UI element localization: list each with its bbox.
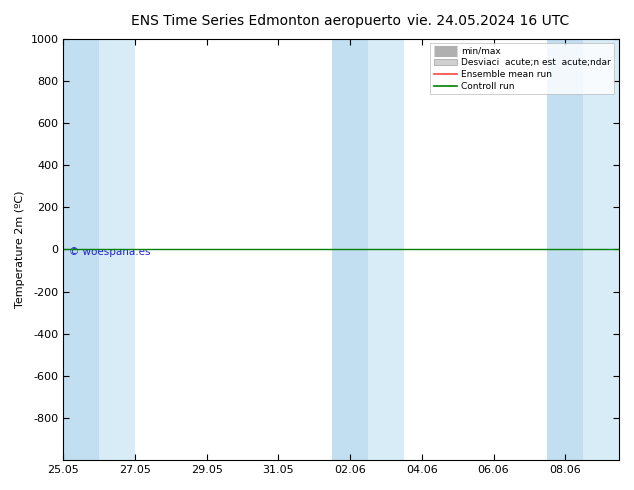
- Text: vie. 24.05.2024 16 UTC: vie. 24.05.2024 16 UTC: [407, 14, 569, 28]
- Bar: [368, 39, 404, 460]
- Bar: [547, 39, 583, 460]
- Text: © woespana.es: © woespana.es: [69, 247, 150, 257]
- Bar: [332, 39, 368, 460]
- Text: ENS Time Series Edmonton aeropuerto: ENS Time Series Edmonton aeropuerto: [131, 14, 401, 28]
- Bar: [100, 39, 135, 460]
- Y-axis label: Temperature 2m (ºC): Temperature 2m (ºC): [15, 191, 25, 308]
- Bar: [583, 39, 619, 460]
- Legend: min/max, Desviaci  acute;n est  acute;ndar, Ensemble mean run, Controll run: min/max, Desviaci acute;n est acute;ndar…: [430, 43, 614, 95]
- Bar: [63, 39, 100, 460]
